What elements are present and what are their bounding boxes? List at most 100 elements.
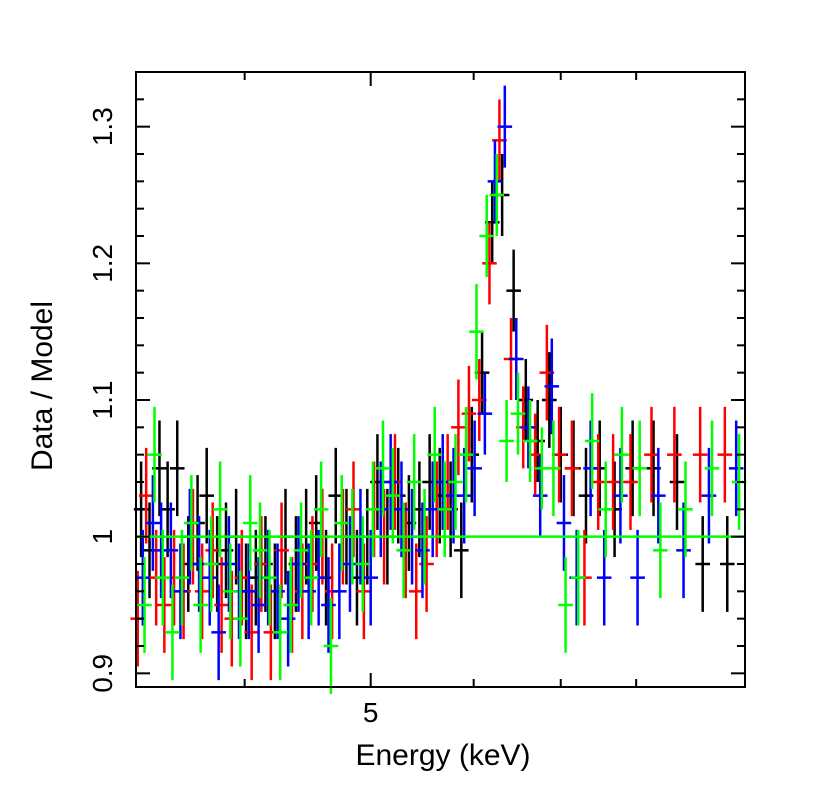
data-point-green [203,516,219,612]
data-point-green [489,154,505,236]
data-point-blue [544,338,560,435]
x-axis-label: Energy (keV) [355,739,530,772]
data-point-green [632,420,647,517]
data-point-blue [701,447,717,544]
data-point-red [194,543,210,640]
data-point-red [254,516,269,612]
data-point-red [214,557,229,653]
data-point-green [184,475,199,571]
data-point-green [558,557,573,653]
data-points [130,85,747,694]
data-point-blue [676,502,691,599]
data-point-blue [508,318,524,400]
data-point-blue [613,447,628,544]
data-point-blue [556,475,572,571]
data-point-green [262,529,277,626]
data-point-blue [415,502,430,599]
data-point-red [564,420,580,517]
data-point-green [293,502,309,599]
data-point-green [155,529,171,626]
data-point-blue [342,516,358,612]
data-point-blue [728,420,744,517]
data-point-red [623,434,638,530]
data-point-black [542,352,557,448]
y-tick-label: 1 [87,529,118,545]
data-point-green [458,406,474,503]
data-point-blue [456,447,472,544]
data-point-green [334,475,350,571]
data-point-blue [651,447,666,544]
data-point-blue [497,85,513,168]
data-point-green [614,406,630,503]
data-point-green [522,400,538,482]
data-point-blue [211,584,226,681]
data-point-green [546,420,561,517]
data-point-red [157,557,172,653]
data-point-blue [301,543,316,640]
data-point-green [406,434,422,530]
data-point-green [272,584,288,681]
data-point-green [303,529,319,626]
data-point-blue [173,543,188,640]
data-point-green [365,461,381,558]
data-point-red [451,379,466,476]
data-point-green [193,557,208,653]
data-point-blue [435,434,451,530]
data-point-blue [596,529,612,626]
data-point-green [165,584,180,681]
data-point-blue [202,529,218,626]
data-point-black [695,516,710,612]
data-point-red [605,434,621,530]
data-point-green [499,400,514,482]
data-point-green [174,529,190,626]
data-point-green [385,447,401,544]
data-point-red [692,406,708,503]
data-point-green [678,461,693,558]
data-point-red [667,406,682,503]
y-tick-label: 1.1 [87,381,118,420]
data-point-green [212,461,228,558]
data-point-blue [291,516,306,612]
data-point-green [469,283,484,380]
data-point-green [137,557,152,653]
y-axis-label: Data / Model [26,301,59,471]
data-point-red [717,406,733,503]
data-point-green [479,195,494,277]
data-point-blue [241,543,257,640]
data-point-blue [280,570,296,667]
data-point-green [653,502,668,599]
data-point-black [454,502,469,599]
data-point-black [719,516,735,612]
data-point-green [570,529,586,626]
data-point-blue [251,557,266,653]
data-point-blue [487,140,503,223]
data-point-green [375,420,391,517]
data-point-black [506,249,521,332]
y-tick-label: 1.2 [87,244,118,283]
data-point-red [408,543,424,640]
data-point-red [234,529,250,626]
data-point-blue [583,420,598,517]
data-point-blue [332,543,347,640]
data-point-red [644,406,659,503]
data-point-green [323,598,339,694]
data-point-blue [163,502,179,599]
data-point-green [313,461,329,558]
data-point-green [704,420,720,517]
data-point-red [244,584,259,681]
data-point-green [598,461,614,558]
data-point-red [461,365,477,462]
data-point-green [252,502,268,599]
data-point-green [427,406,443,503]
data-point-blue [363,529,378,626]
data-point-blue [270,543,285,640]
data-point-black [669,434,685,530]
data-point-green [242,475,258,571]
data-point-green [448,434,463,530]
data-point-blue [383,434,398,530]
y-tick-label: 1.3 [87,107,118,146]
data-point-green [233,570,248,667]
data-point-blue [221,516,237,612]
data-point-blue [467,420,482,517]
